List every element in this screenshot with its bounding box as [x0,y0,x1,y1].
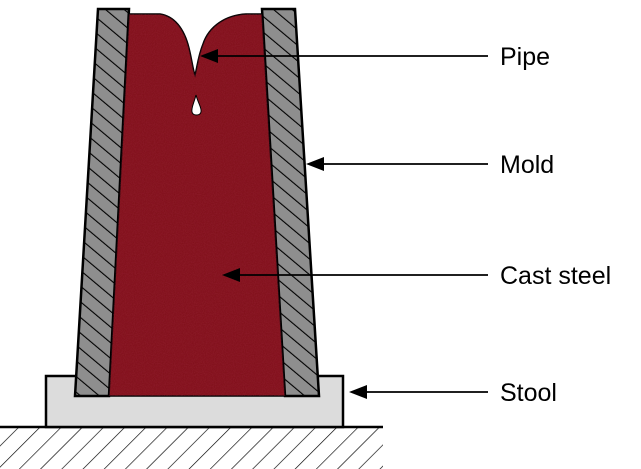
label-cast-steel: Cast steel [500,262,611,290]
label-stool: Stool [500,379,557,407]
callout-mold [306,157,488,171]
label-pipe: Pipe [500,43,550,71]
callout-pipe [200,49,488,63]
callout-cast-steel [222,268,488,282]
ground [0,425,383,469]
cast-steel [108,13,286,397]
label-mold: Mold [500,151,554,179]
callout-stool [349,385,488,399]
pipe-void-drop [191,94,202,116]
